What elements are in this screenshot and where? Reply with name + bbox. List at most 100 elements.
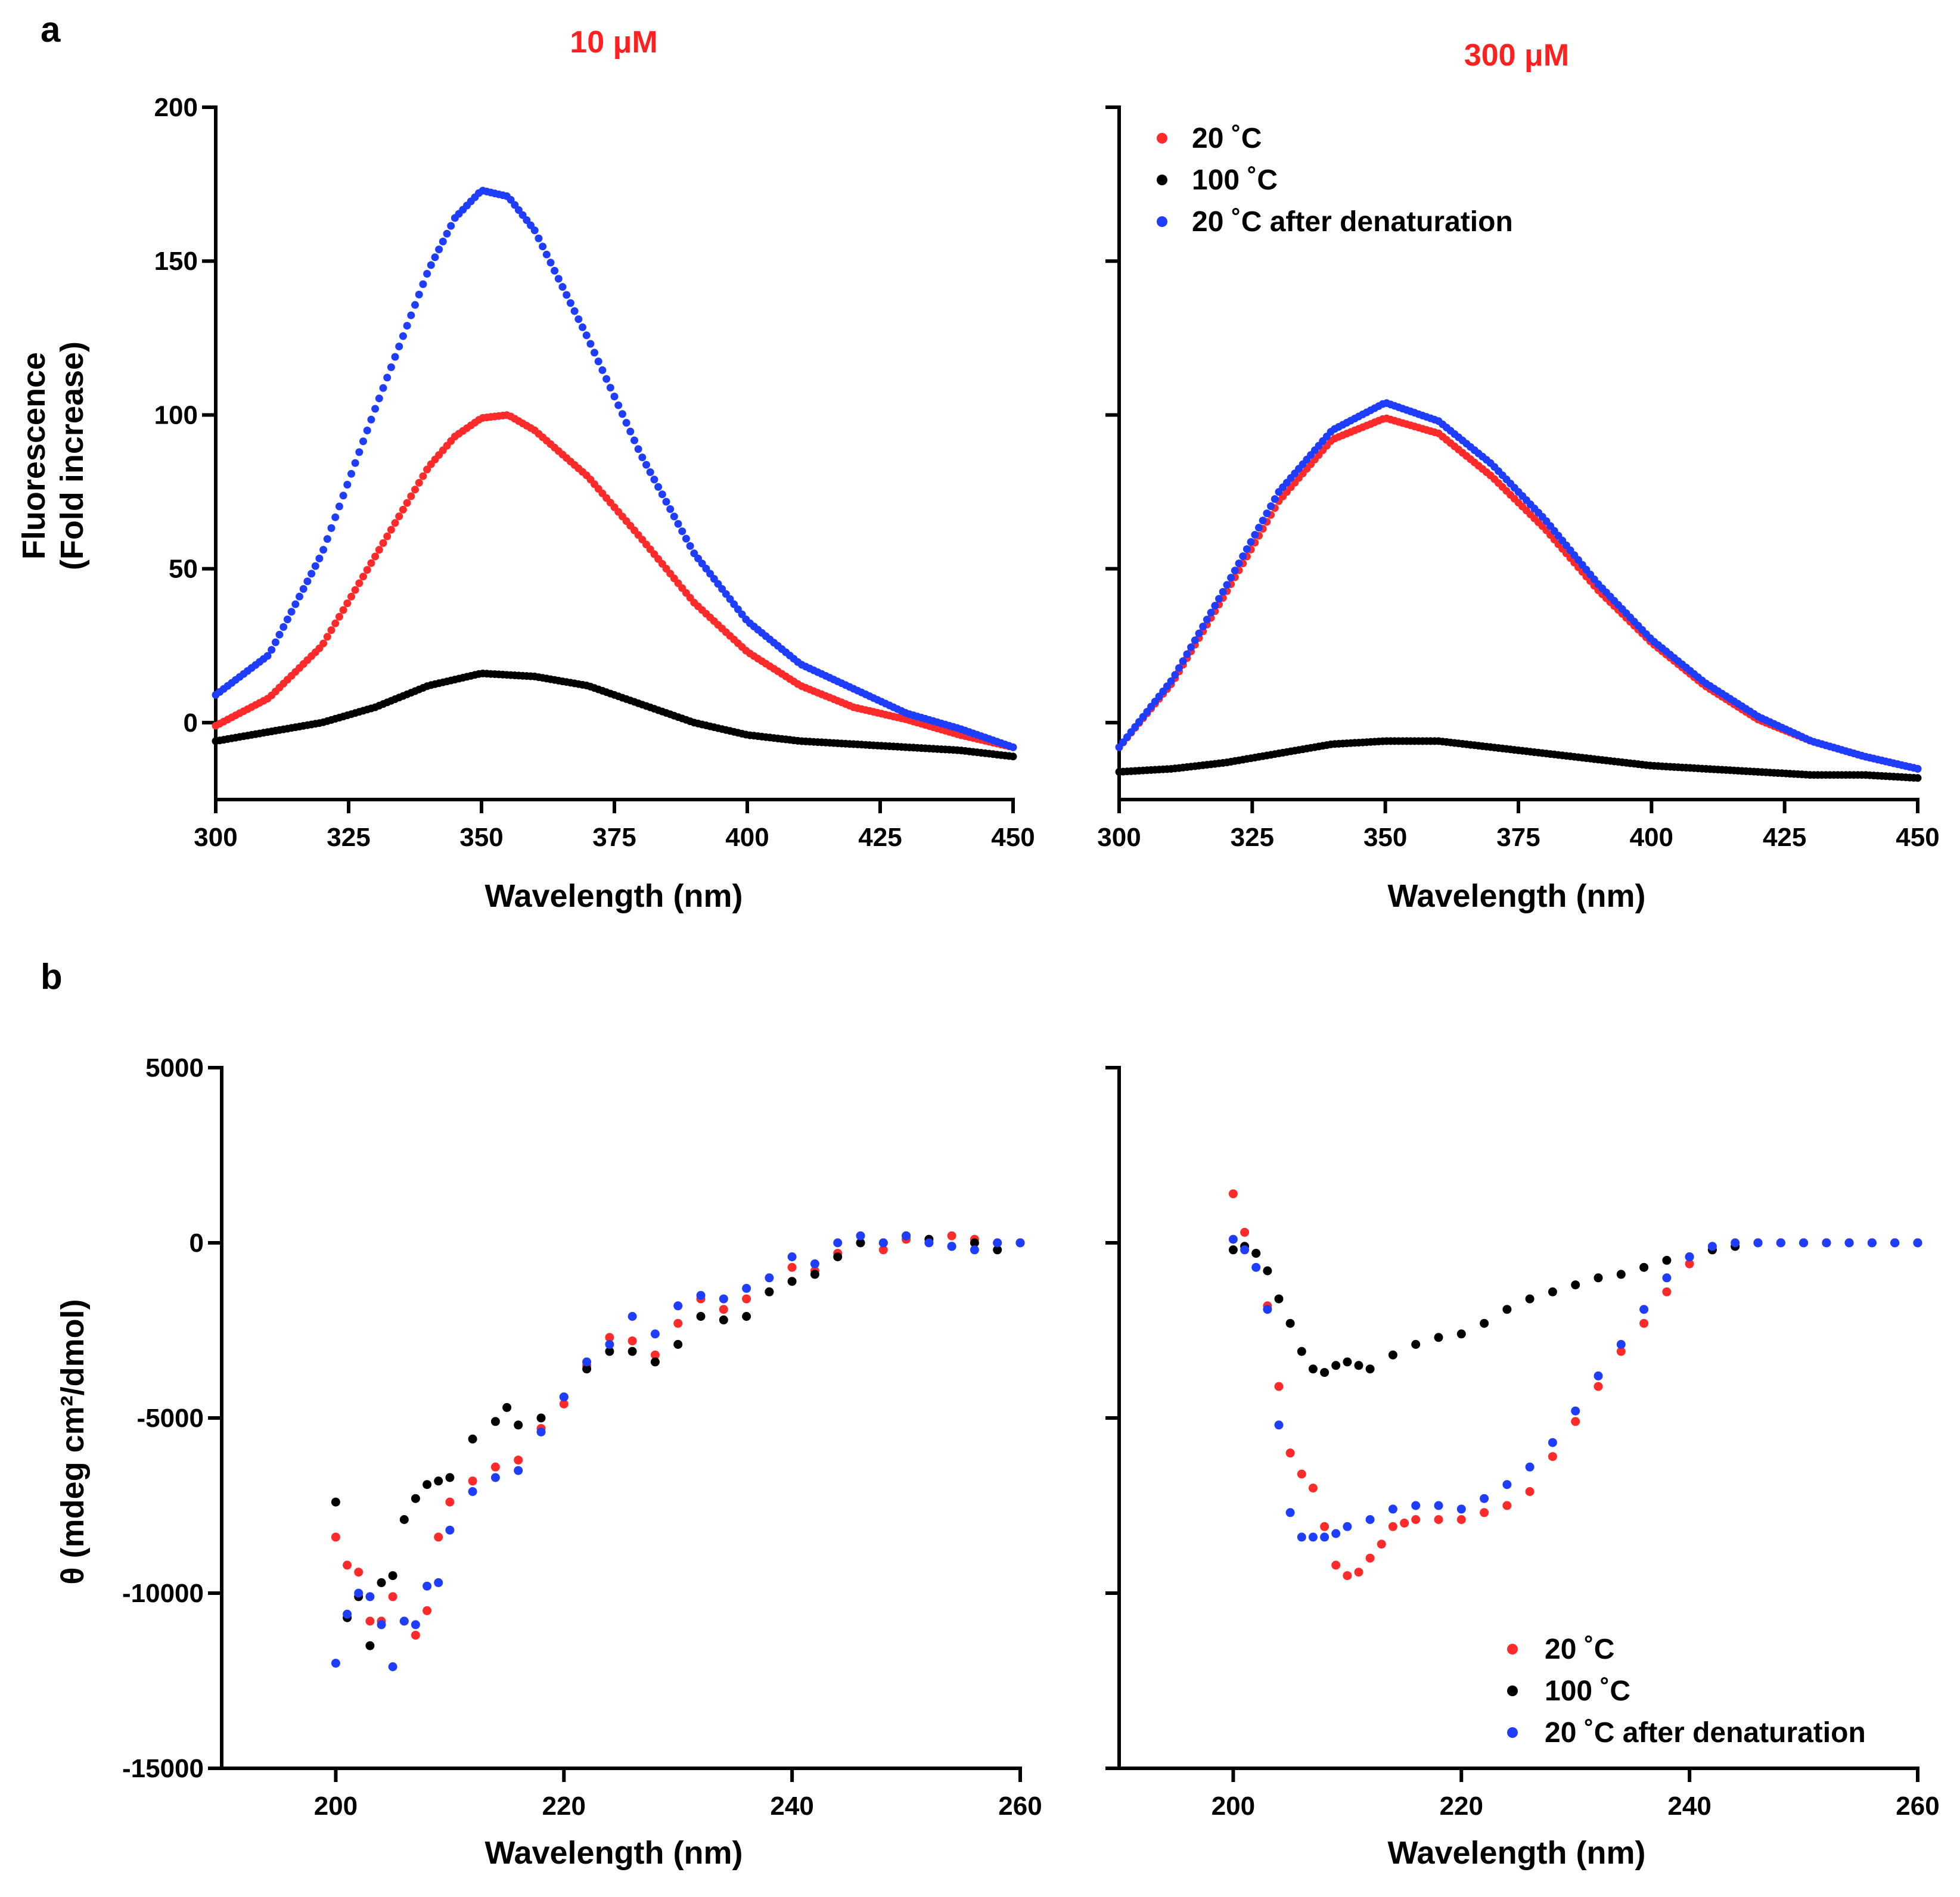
data-point [1240, 1245, 1250, 1255]
data-point [445, 1473, 455, 1482]
data-point [536, 1413, 546, 1423]
data-point [1251, 1262, 1261, 1272]
data-point [411, 1631, 420, 1640]
data-point [311, 562, 319, 570]
data-point [765, 1273, 774, 1283]
data-point [678, 527, 687, 536]
data-point [1331, 1560, 1341, 1570]
data-point [1571, 1406, 1580, 1416]
data-point [1685, 1259, 1694, 1268]
data-point [343, 1609, 352, 1619]
data-point [1015, 1238, 1025, 1248]
data-point [634, 445, 642, 453]
data-point [686, 542, 694, 550]
data-point [673, 1301, 683, 1311]
data-point [275, 630, 284, 639]
data-point [1753, 1238, 1763, 1248]
data-point [1199, 623, 1207, 630]
x-tick-label: 450 [991, 823, 1035, 852]
data-point [445, 1497, 455, 1507]
data-point [1480, 1508, 1489, 1517]
y-tick-label: 100 [154, 400, 198, 430]
data-point [434, 1578, 443, 1587]
data-point [546, 259, 555, 267]
data-point [315, 554, 324, 562]
data-point [331, 1659, 340, 1668]
data-point [447, 222, 455, 230]
data-point [605, 1333, 614, 1342]
data-point [1263, 509, 1271, 518]
data-point [303, 577, 312, 586]
series-20-c-after-denaturation [1228, 1234, 1922, 1542]
data-point [1571, 1280, 1580, 1290]
x-tick-label: 260 [998, 1792, 1042, 1821]
legend-label-after-cd: 20 ˚C after denaturation [1545, 1717, 1866, 1749]
data-point [1308, 1364, 1318, 1374]
data-point [1187, 643, 1195, 651]
data-point [605, 1340, 614, 1349]
x-tick-label: 325 [1231, 823, 1274, 852]
plot-cd-10uM: -15000 -10000 -5000 0 5000 200 220 240 260 [122, 1053, 1042, 1821]
legend-label-after: 20 ˚C after denaturation [1192, 206, 1513, 238]
title-300uM: 300 μM [1464, 38, 1569, 73]
xlabel-fluor-left: Wavelength (nm) [484, 878, 743, 914]
data-point [970, 1245, 979, 1255]
data-point [1285, 1508, 1295, 1517]
data-point [658, 490, 666, 499]
data-point [591, 349, 598, 357]
data-point [696, 1312, 706, 1321]
data-point [1456, 1515, 1466, 1524]
data-point [856, 1238, 865, 1248]
xlabel-fluor-right: Wavelength (nm) [1387, 878, 1645, 914]
data-point [1388, 1504, 1397, 1514]
data-point [833, 1252, 843, 1261]
legend-cd: 20 ˚C 100 ˚C 20 ˚C after denaturation [1507, 1634, 1866, 1749]
data-point [666, 505, 675, 513]
data-point [490, 1473, 500, 1482]
data-point [354, 1588, 364, 1598]
data-point [1320, 1532, 1330, 1542]
data-point [383, 532, 392, 540]
data-point [359, 437, 367, 446]
data-point [1203, 615, 1211, 624]
data-point [1239, 552, 1247, 561]
data-point [1009, 752, 1017, 761]
series-20-c-after-denaturation [331, 1231, 1025, 1671]
xlabel-cd-right: Wavelength (nm) [1387, 1835, 1645, 1871]
data-point [1240, 1227, 1250, 1237]
data-point [1211, 602, 1219, 610]
data-point [379, 384, 387, 392]
y-tick-label: -15000 [122, 1754, 204, 1783]
data-point [299, 585, 307, 593]
data-point [638, 453, 647, 462]
data-point [1434, 1515, 1443, 1524]
data-point [1502, 1305, 1512, 1314]
data-point [1263, 1305, 1272, 1314]
data-point [490, 1462, 500, 1472]
data-point [1844, 1238, 1854, 1248]
data-point [1167, 677, 1175, 685]
data-point [1285, 1318, 1295, 1328]
data-point [423, 1480, 432, 1489]
y-tick-label: -5000 [136, 1404, 204, 1433]
data-point [1914, 774, 1922, 782]
data-point [355, 448, 364, 456]
data-point [610, 393, 619, 400]
data-point [468, 1434, 477, 1444]
data-point [343, 599, 352, 608]
data-point [359, 573, 367, 581]
series-20-c-after-denaturation [1115, 399, 1922, 773]
data-point [1594, 1273, 1603, 1283]
data-point [423, 270, 431, 278]
data-point [1639, 1305, 1649, 1314]
data-point [347, 592, 355, 601]
data-point [1195, 629, 1203, 637]
data-point [1227, 574, 1235, 582]
data-point [559, 1392, 569, 1402]
data-point [1548, 1438, 1557, 1447]
data-point [335, 502, 343, 511]
x-tick-label: 450 [1896, 823, 1939, 852]
data-point [445, 1525, 455, 1535]
data-point [1191, 636, 1199, 645]
legend-marker-after-cd [1507, 1727, 1518, 1738]
